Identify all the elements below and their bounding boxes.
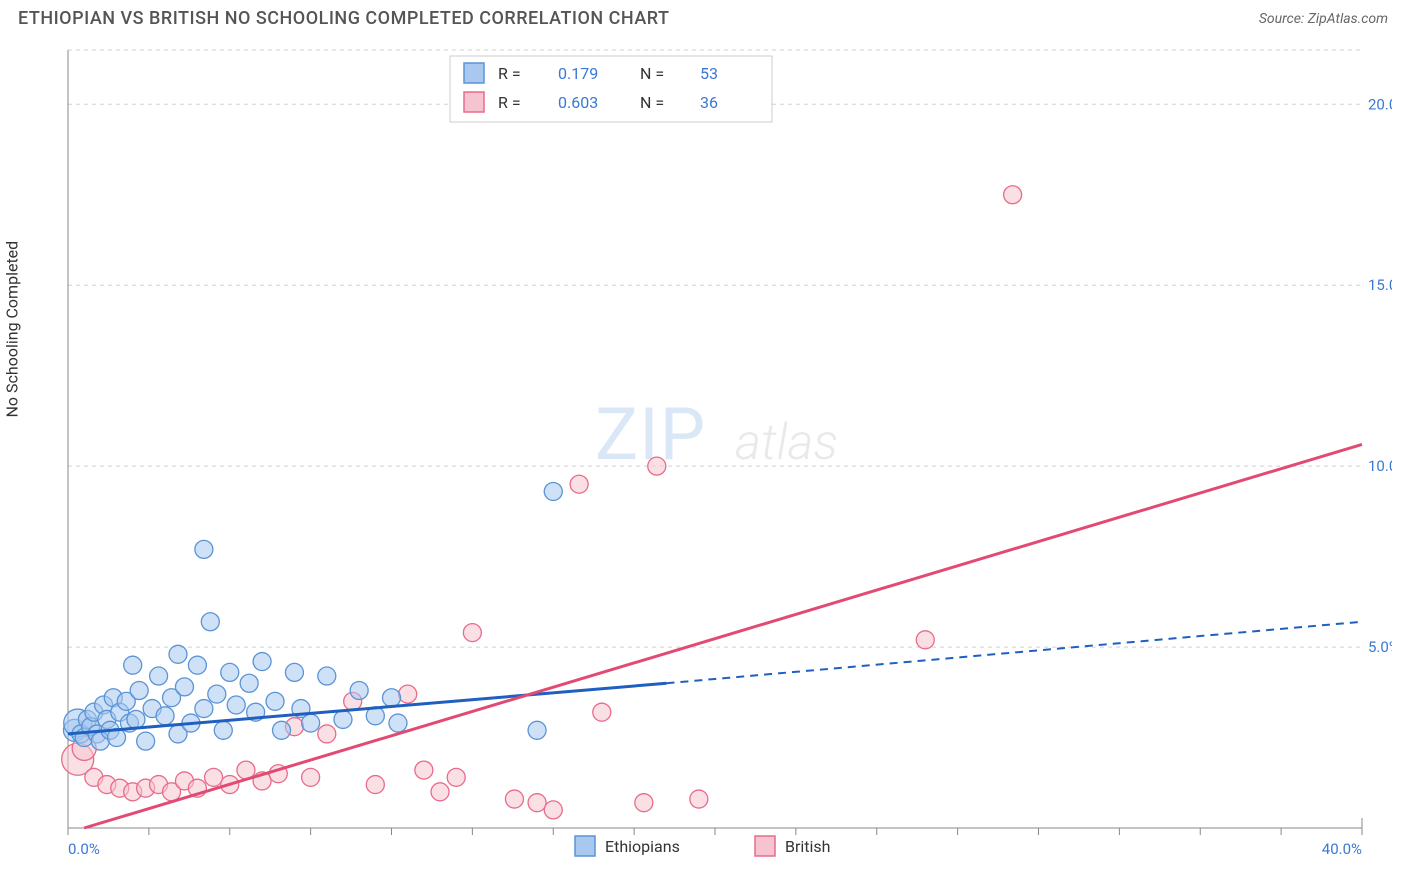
ethiopian-point: [240, 674, 258, 692]
british-legend-label: British: [785, 837, 830, 856]
ethiopian-point: [201, 613, 219, 631]
y-axis-label: No Schooling Completed: [3, 241, 22, 418]
svg-text:36: 36: [700, 93, 718, 112]
ethiopian-point: [124, 656, 142, 674]
ethiopian-point: [350, 681, 368, 699]
british-point: [635, 794, 653, 812]
ethiopian-point: [389, 714, 407, 732]
british-point: [505, 790, 523, 808]
scatter-chart: 5.0%10.0%15.0%20.0%0.0%40.0%ZIPatlasR =0…: [18, 42, 1392, 880]
ethiopian-point: [285, 663, 303, 681]
source-label: Source: ZipAtlas.com: [1259, 11, 1388, 27]
ethiopian-point: [150, 667, 168, 685]
british-point: [528, 794, 546, 812]
chart-container: No Schooling Completed 5.0%10.0%15.0%20.…: [18, 42, 1392, 880]
british-legend-icon: [755, 836, 775, 856]
ethiopian-point: [253, 653, 271, 671]
ethiopian-legend-icon: [575, 836, 595, 856]
british-point: [415, 761, 433, 779]
ethiopian-point: [273, 721, 291, 739]
ethiopian-point: [195, 700, 213, 718]
ethiopian-point: [266, 692, 284, 710]
ethiopian-point: [227, 696, 245, 714]
svg-text:0.603: 0.603: [558, 93, 598, 112]
svg-text:R =: R =: [498, 93, 521, 112]
ethiopian-point: [127, 710, 145, 728]
ethiopian-point: [214, 721, 232, 739]
british-point: [366, 776, 384, 794]
svg-text:20.0%: 20.0%: [1368, 95, 1392, 113]
svg-text:N =: N =: [640, 93, 664, 112]
british-point: [205, 768, 223, 786]
svg-text:0.0%: 0.0%: [68, 840, 100, 858]
svg-text:N =: N =: [640, 64, 664, 83]
british-point: [916, 631, 934, 649]
british-point: [463, 624, 481, 642]
british-point: [399, 685, 417, 703]
british-swatch-icon: [464, 92, 484, 112]
svg-text:0.179: 0.179: [558, 64, 598, 83]
ethiopian-point: [208, 685, 226, 703]
british-point: [302, 768, 320, 786]
svg-text:53: 53: [700, 64, 718, 83]
ethiopian-point: [175, 678, 193, 696]
ethiopian-point: [195, 540, 213, 558]
ethiopian-point: [169, 645, 187, 663]
british-regression: [84, 444, 1362, 828]
svg-text:15.0%: 15.0%: [1368, 276, 1392, 294]
british-point: [1004, 186, 1022, 204]
ethiopian-point: [130, 681, 148, 699]
british-point: [544, 801, 562, 819]
svg-text:10.0%: 10.0%: [1368, 457, 1392, 475]
svg-text:atlas: atlas: [735, 414, 838, 472]
british-point: [648, 457, 666, 475]
ethiopian-point: [302, 714, 320, 732]
ethiopian-point: [188, 656, 206, 674]
ethiopian-point: [544, 482, 562, 500]
ethiopian-point: [137, 732, 155, 750]
ethiopian-point: [383, 689, 401, 707]
british-point: [593, 703, 611, 721]
svg-text:40.0%: 40.0%: [1322, 840, 1362, 858]
british-point: [447, 768, 465, 786]
ethiopian-legend-label: Ethiopians: [605, 837, 680, 856]
ethiopian-regression-ext: [666, 622, 1362, 684]
svg-text:R =: R =: [498, 64, 521, 83]
british-point: [690, 790, 708, 808]
ethiopian-swatch-icon: [464, 63, 484, 83]
ethiopian-point: [528, 721, 546, 739]
british-point: [570, 475, 588, 493]
svg-text:5.0%: 5.0%: [1368, 638, 1392, 656]
ethiopian-point: [334, 710, 352, 728]
british-point: [431, 783, 449, 801]
page-title: ETHIOPIAN VS BRITISH NO SCHOOLING COMPLE…: [18, 8, 669, 29]
british-point: [318, 725, 336, 743]
ethiopian-point: [221, 663, 239, 681]
ethiopian-point: [156, 707, 174, 725]
ethiopian-point: [318, 667, 336, 685]
